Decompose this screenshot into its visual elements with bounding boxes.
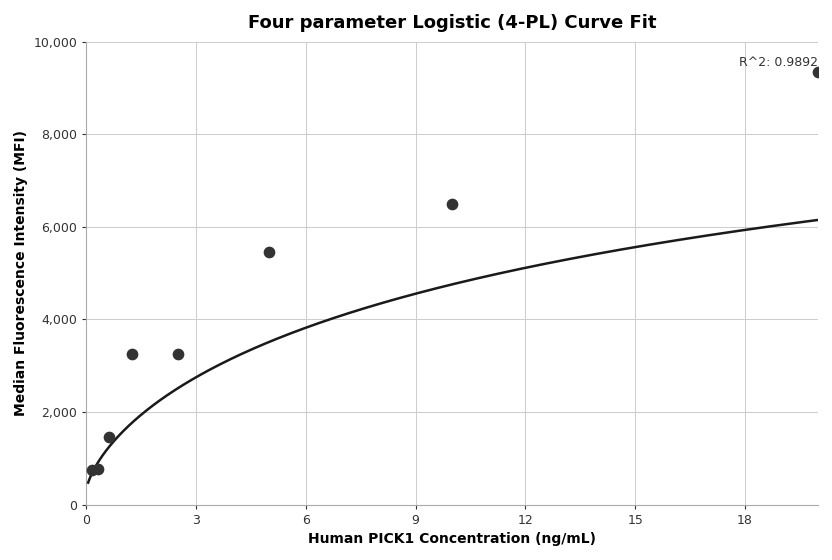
Point <box>811 67 825 76</box>
Title: Four parameter Logistic (4-PL) Curve Fit: Four parameter Logistic (4-PL) Curve Fit <box>248 14 656 32</box>
X-axis label: Human PICK1 Concentration (ng/mL): Human PICK1 Concentration (ng/mL) <box>308 532 597 546</box>
Point <box>263 248 276 257</box>
Y-axis label: Median Fluorescence Intensity (MFI): Median Fluorescence Intensity (MFI) <box>14 130 28 416</box>
Point <box>446 199 459 208</box>
Point <box>102 433 116 442</box>
Point <box>126 349 139 358</box>
Point <box>86 465 99 474</box>
Point <box>92 465 105 474</box>
Text: R^2: 0.9892: R^2: 0.9892 <box>739 55 818 69</box>
Point <box>171 349 185 358</box>
